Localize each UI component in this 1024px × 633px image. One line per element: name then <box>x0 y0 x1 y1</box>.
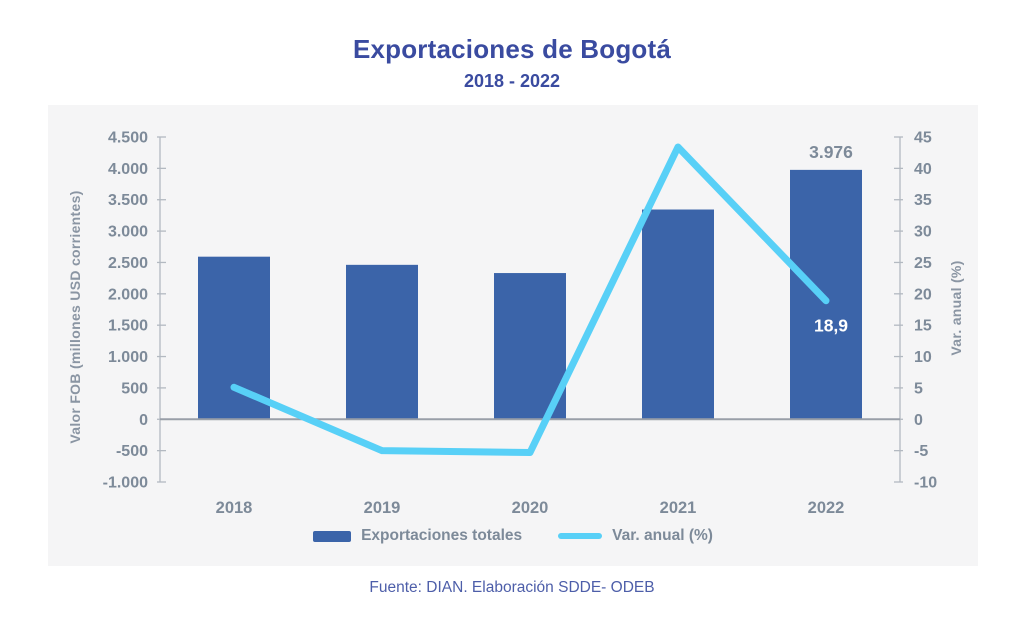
combo-chart: 4.500 45 4.000 40 3.500 35 3.000 30 2.500 25 2.000… <box>67 130 964 518</box>
right-axis-tick-label: 0 <box>914 412 923 429</box>
right-axis-tick-label: 15 <box>914 318 932 335</box>
left-axis-tick-label: 1.000 <box>108 349 148 366</box>
left-axis-tick-label: 2.000 <box>108 286 148 303</box>
chart-title: Exportaciones de Bogotá <box>352 34 672 64</box>
var-anual-line <box>230 143 830 457</box>
bar-2019 <box>346 264 418 420</box>
right-axis-title: Var. anual (%) <box>948 260 964 355</box>
right-axis-tick-label: 5 <box>914 380 923 397</box>
bar-2020 <box>494 273 566 420</box>
chart-card: 4.500 45 4.000 40 3.500 35 3.000 30 2.500 25 2.000… <box>48 105 978 566</box>
right-axis-tick-label: -5 <box>914 443 928 460</box>
bar-2021 <box>642 209 714 420</box>
line-series-swatch <box>558 533 603 539</box>
right-axis-tick-label: -10 <box>914 475 937 492</box>
right-axis-tick-label: 45 <box>914 130 932 147</box>
left-axis-tick-label: 500 <box>121 380 148 397</box>
left-axis-tick-label: 1.500 <box>108 318 148 335</box>
left-axis-tick-label: 4.000 <box>108 161 148 178</box>
legend-label-var-anual: Var. anual (%) <box>612 527 713 544</box>
left-axis-tick-label: -500 <box>116 443 148 460</box>
x-axis-label-2018: 2018 <box>216 499 253 517</box>
bar-value-label: 3.976 <box>809 142 853 162</box>
right-axis-tick-label: 10 <box>914 349 932 366</box>
legend-item-var-anual: Var. anual (%) <box>558 527 713 545</box>
line-value-label: 18,9 <box>814 316 848 336</box>
right-axis-tick-label: 20 <box>914 286 932 303</box>
bar-2022 <box>790 169 862 420</box>
bar-2018 <box>198 256 270 420</box>
left-axis-tick-label: 3.500 <box>108 192 148 209</box>
x-axis-label-2020: 2020 <box>512 499 549 517</box>
left-axis-tick-label: -1.000 <box>103 475 148 492</box>
right-axis-tick-label: 25 <box>914 255 932 272</box>
left-axis-tick-label: 3.000 <box>108 224 148 241</box>
left-axis-tick-label: 2.500 <box>108 255 148 272</box>
chart-legend: Exportaciones totales Var. anual (%) <box>48 527 978 545</box>
right-axis-tick-label: 30 <box>914 224 932 241</box>
x-axis-label-2019: 2019 <box>364 499 401 517</box>
legend-label-exportaciones-totales: Exportaciones totales <box>361 527 523 544</box>
x-axis-label-2021: 2021 <box>660 499 697 517</box>
bar-series-swatch <box>313 530 352 542</box>
chart-subtitle: 2018 - 2022 <box>463 71 561 91</box>
left-axis-tick-label: 4.500 <box>108 130 148 147</box>
right-axis-tick-label: 35 <box>914 192 932 209</box>
source-note: Fuente: DIAN. Elaboración SDDE- ODEB <box>369 579 655 596</box>
left-axis-tick-label: 0 <box>139 412 148 429</box>
right-axis-tick-label: 40 <box>914 161 932 178</box>
left-axis-title: Valor FOB (millones USD corrientes) <box>67 190 83 443</box>
legend-item-exportaciones-totales: Exportaciones totales <box>313 527 522 545</box>
x-axis-label-2022: 2022 <box>808 499 845 517</box>
